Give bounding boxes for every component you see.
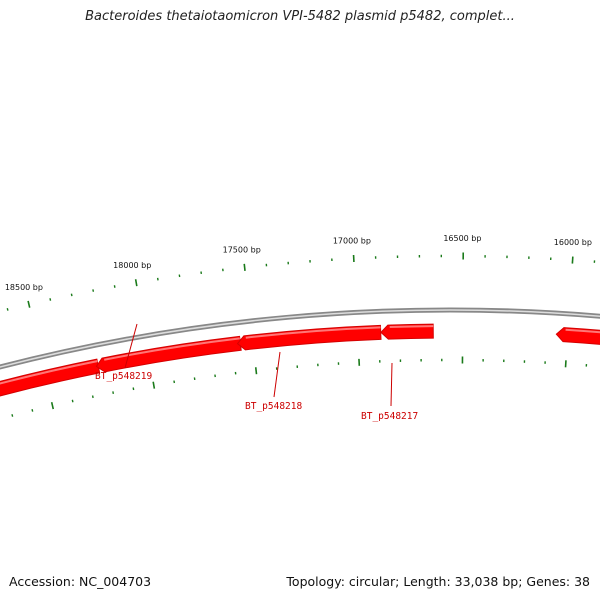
- gene-highlight: [0, 360, 98, 385]
- genome-summary-text: Topology: circular; Length: 33,038 bp; G…: [286, 574, 590, 589]
- gene-label: BT_p548218: [245, 401, 302, 412]
- tick-label: 16500 bp: [443, 234, 481, 243]
- gene-labels: BT_p548219 BT_p548218 BT_p548217: [95, 323, 418, 422]
- tick-label: 17000 bp: [333, 237, 371, 246]
- gene-leader-line: [273, 351, 281, 398]
- minor-tick: [6, 308, 9, 311]
- major-tick: [50, 402, 55, 410]
- gene-highlight: [389, 325, 434, 329]
- gene-BT_p548218: [95, 335, 242, 373]
- gene-leader-line: [390, 362, 393, 407]
- tick-label: 16000 bp: [554, 238, 592, 247]
- minor-tick: [31, 409, 34, 412]
- minor-tick: [71, 399, 74, 403]
- gene-label: BT_p548219: [95, 371, 152, 382]
- backbone-outer: [0, 307, 600, 370]
- gene-highlight: [565, 328, 600, 334]
- tick-labels: 18500 bp 18000 bp 17500 bp 17000 bp 16500 bp…: [5, 234, 592, 292]
- tick-label: 17500 bp: [223, 245, 261, 254]
- ticks: [6, 252, 596, 417]
- minor-tick: [70, 293, 73, 297]
- map-title: Bacteroides thetaiotaomicron VPI-5482 pl…: [85, 9, 515, 24]
- major-tick: [254, 367, 258, 375]
- minor-tick: [11, 414, 14, 417]
- major-tick: [134, 279, 138, 287]
- tick-label: 18500 bp: [5, 283, 43, 292]
- minor-tick: [91, 395, 94, 399]
- major-tick: [27, 300, 31, 308]
- minor-tick: [49, 298, 52, 301]
- major-tick: [243, 263, 246, 271]
- accession-text: Accession: NC_004703: [9, 574, 152, 589]
- gene-label: BT_p548217: [361, 411, 418, 422]
- gene-BT_p548217: [236, 324, 382, 351]
- gene-highlight: [245, 326, 381, 339]
- gene-leader-line: [124, 323, 138, 369]
- backbone: [0, 307, 600, 370]
- major-tick: [152, 381, 156, 389]
- genes: [0, 323, 600, 397]
- gene-highlight: [104, 337, 240, 361]
- gene-BT_p548219: [0, 358, 101, 397]
- tick-label: 18000 bp: [113, 261, 151, 270]
- backbone-inner: [0, 309, 600, 368]
